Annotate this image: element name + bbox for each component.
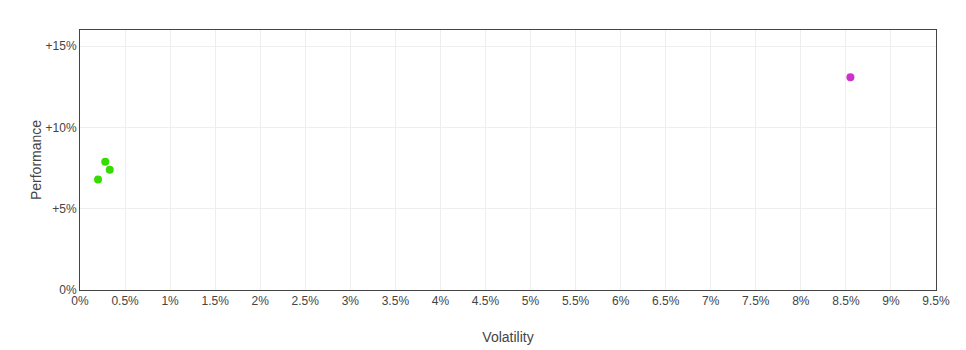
svg-text:0%: 0% — [59, 283, 77, 297]
svg-text:9%: 9% — [882, 294, 900, 308]
svg-text:6%: 6% — [612, 294, 630, 308]
svg-text:6.5%: 6.5% — [652, 294, 680, 308]
svg-text:Performance: Performance — [28, 120, 44, 200]
svg-text:9.5%: 9.5% — [922, 294, 950, 308]
svg-text:+15%: +15% — [46, 39, 77, 53]
svg-text:0.5%: 0.5% — [111, 294, 139, 308]
svg-text:3%: 3% — [342, 294, 360, 308]
svg-text:2%: 2% — [252, 294, 270, 308]
svg-text:1.5%: 1.5% — [201, 294, 229, 308]
svg-text:0%: 0% — [71, 294, 89, 308]
svg-text:4%: 4% — [432, 294, 450, 308]
svg-text:Volatility: Volatility — [482, 329, 533, 345]
svg-text:7.5%: 7.5% — [742, 294, 770, 308]
svg-text:3.5%: 3.5% — [382, 294, 410, 308]
svg-text:5.5%: 5.5% — [562, 294, 590, 308]
svg-text:+10%: +10% — [46, 121, 77, 135]
svg-text:7%: 7% — [702, 294, 720, 308]
svg-text:8%: 8% — [792, 294, 810, 308]
svg-text:+5%: +5% — [52, 202, 77, 216]
svg-text:2.5%: 2.5% — [292, 294, 320, 308]
svg-text:5%: 5% — [522, 294, 540, 308]
svg-text:4.5%: 4.5% — [472, 294, 500, 308]
svg-text:8.5%: 8.5% — [832, 294, 860, 308]
svg-text:1%: 1% — [161, 294, 179, 308]
